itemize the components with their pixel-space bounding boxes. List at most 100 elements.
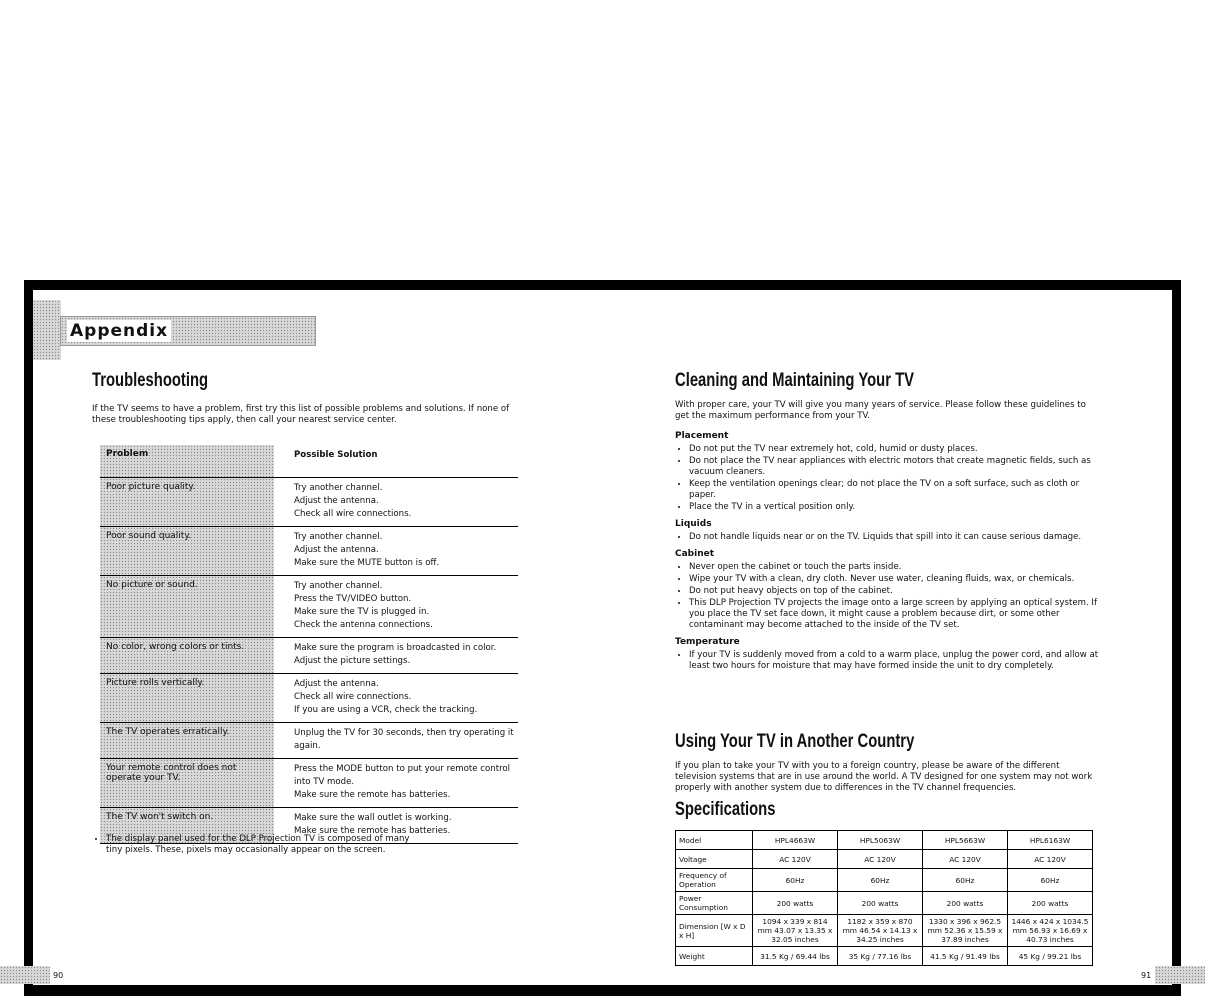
spec-cell: 45 Kg / 99.21 lbs (1007, 946, 1093, 966)
spec-title: Specifications (675, 799, 776, 820)
spec-cell: 1446 x 424 x 1034.5 mm 56.93 x 16.69 x 4… (1007, 914, 1093, 947)
problem-cell: Poor sound quality. (100, 527, 274, 575)
list-item: If your TV is suddenly moved from a cold… (689, 650, 1100, 672)
solution-line: again. (294, 741, 321, 751)
solution-line: Adjust the antenna. (294, 679, 379, 689)
care-sections: Placement Do not put the TV near extremel… (675, 425, 1100, 673)
list-item: Never open the cabinet or touch the part… (689, 562, 1100, 573)
table-row: Poor picture quality. Try another channel… (100, 478, 518, 527)
spec-row: Dimension [W x D x H] 1094 x 339 x 814 mm… (675, 914, 1093, 947)
pixel-note: The display panel used for the DLP Proje… (92, 834, 422, 857)
solution-line: Unplug the TV for 30 seconds, then try o… (294, 728, 514, 738)
list-item: Do not handle liquids near or on the TV.… (689, 532, 1100, 543)
spec-row: Frequency of Operation 60Hz 60Hz 60Hz 60Hz (675, 868, 1093, 892)
solution-cell: Make sure the program is broadcasted in … (274, 638, 496, 673)
spec-cell: 1094 x 339 x 814 mm 43.07 x 13.35 x 32.0… (752, 914, 838, 947)
right-border (1172, 280, 1181, 996)
spec-cell: Frequency of Operation (675, 868, 753, 892)
table-row: No color, wrong colors or tints. Make sur… (100, 638, 518, 674)
solution-line: If you are using a VCR, check the tracki… (294, 705, 478, 715)
table-row: The TV won't switch on. Make sure the wal… (100, 808, 518, 844)
problem-cell: Your remote control does not operate you… (100, 759, 274, 807)
list-item: Wipe your TV with a clean, dry cloth. Ne… (689, 574, 1100, 585)
section-heading: Cabinet (675, 549, 715, 559)
country-text: If you plan to take your TV with you to … (675, 761, 1093, 793)
spec-cell: AC 120V (837, 849, 923, 869)
note-text: The display panel used for the DLP Proje… (106, 834, 422, 856)
spec-row: Weight 31.5 Kg / 69.44 lbs 35 Kg / 77.16 l… (675, 946, 1093, 966)
spec-cell: Weight (675, 946, 753, 966)
solution-cell: Adjust the antenna. Check all wire connec… (274, 674, 477, 722)
country-title: Using Your TV in Another Country (675, 731, 915, 752)
appendix-tab-shade (33, 300, 61, 360)
bottom-border (24, 985, 1181, 996)
spec-cell: 200 watts (837, 891, 923, 915)
table-row: The TV operates erratically. Unplug the T… (100, 723, 518, 759)
problem-cell: No picture or sound. (100, 576, 274, 637)
spec-cell: 200 watts (752, 891, 838, 915)
solution-line: Make sure the program is broadcasted in … (294, 643, 497, 653)
spec-cell: 31.5 Kg / 69.44 lbs (752, 946, 838, 966)
troubleshooting-intro: If the TV seems to have a problem, first… (92, 404, 510, 425)
table-header: Problem Possible Solution (100, 445, 518, 478)
spec-cell: 200 watts (922, 891, 1008, 915)
table-row: Poor sound quality. Try another channel. A… (100, 527, 518, 576)
section-heading: Liquids (675, 519, 712, 529)
list-item: Keep the ventilation openings clear; do … (689, 479, 1100, 501)
spec-cell: AC 120V (752, 849, 838, 869)
spec-cell: 200 watts (1007, 891, 1093, 915)
problem-cell: The TV operates erratically. (100, 723, 274, 758)
section-list: Do not handle liquids near or on the TV.… (675, 532, 1100, 543)
page-number-right: 91 (1141, 971, 1152, 980)
section-list: Never open the cabinet or touch the part… (675, 562, 1100, 631)
section-heading: Placement (675, 431, 729, 441)
appendix-header: Appendix (60, 316, 316, 346)
list-item: This DLP Projection TV projects the imag… (689, 598, 1100, 631)
table-row: Picture rolls vertically. Adjust the ante… (100, 674, 518, 723)
cleaning-title: Cleaning and Maintaining Your TV (675, 370, 915, 391)
specifications-table: Model HPL4663W HPL5063W HPL5663W HPL6163W Vol… (675, 830, 1093, 966)
spec-cell: 41.5 Kg / 91.49 lbs (922, 946, 1008, 966)
troubleshooting-title: Troubleshooting (92, 370, 209, 391)
spec-row: Voltage AC 120V AC 120V AC 120V AC 120V (675, 849, 1093, 869)
spec-cell: 1182 x 359 x 870 mm 46.54 x 14.13 x 34.2… (837, 914, 923, 947)
section-title: Appendix (67, 320, 172, 342)
solution-line: Make sure the remote has batteries. (294, 790, 451, 800)
solution-cell: Try another channel. Press the TV/VIDEO b… (274, 576, 433, 637)
solution-line: Check the antenna connections. (294, 620, 433, 630)
list-item: Do not place the TV near appliances with… (689, 456, 1100, 478)
header-problem: Problem (100, 445, 274, 477)
list-item: Do not put the TV near extremely hot, co… (689, 444, 1100, 455)
spec-row: Power Consumption 200 watts 200 watts 200 w… (675, 891, 1093, 915)
problem-cell: Poor picture quality. (100, 478, 274, 526)
solution-line: Press the TV/VIDEO button. (294, 594, 412, 604)
spec-cell: Dimension [W x D x H] (675, 914, 753, 947)
section-list: If your TV is suddenly moved from a cold… (675, 650, 1100, 672)
spec-cell: AC 120V (1007, 849, 1093, 869)
problem-cell: No color, wrong colors or tints. (100, 638, 274, 673)
solution-line: Adjust the antenna. (294, 496, 379, 506)
solution-line: Check all wire connections. (294, 692, 412, 702)
solution-cell: Press the MODE button to put your remote… (274, 759, 510, 807)
solution-line: Adjust the antenna. (294, 545, 379, 555)
solution-cell: Try another channel. Adjust the antenna. C… (274, 478, 411, 526)
header-solution: Possible Solution (294, 450, 378, 460)
spec-cell: HPL5663W (922, 830, 1008, 850)
spec-cell: 60Hz (837, 868, 923, 892)
top-border (24, 280, 1181, 290)
solution-cell: Try another channel. Adjust the antenna. M… (274, 527, 439, 575)
spec-cell: HPL6163W (1007, 830, 1093, 850)
spec-cell: 60Hz (922, 868, 1008, 892)
cleaning-intro: With proper care, your TV will give you … (675, 400, 1086, 421)
solution-line: Make sure the TV is plugged in. (294, 607, 430, 617)
list-item: Do not put heavy objects on top of the c… (689, 586, 1100, 597)
solution-line: Make sure the MUTE button is off. (294, 558, 440, 568)
section-list: Do not put the TV near extremely hot, co… (675, 444, 1100, 513)
solution-line: Press the MODE button to put your remote… (294, 764, 511, 774)
solution-line: Adjust the picture settings. (294, 656, 411, 666)
solution-cell: Make sure the wall outlet is working. Mak… (274, 808, 452, 843)
spec-cell: 1330 x 396 x 962.5 mm 52.36 x 15.59 x 37… (922, 914, 1008, 947)
list-item: Place the TV in a vertical position only… (689, 502, 1100, 513)
spec-cell: 35 Kg / 77.16 lbs (837, 946, 923, 966)
